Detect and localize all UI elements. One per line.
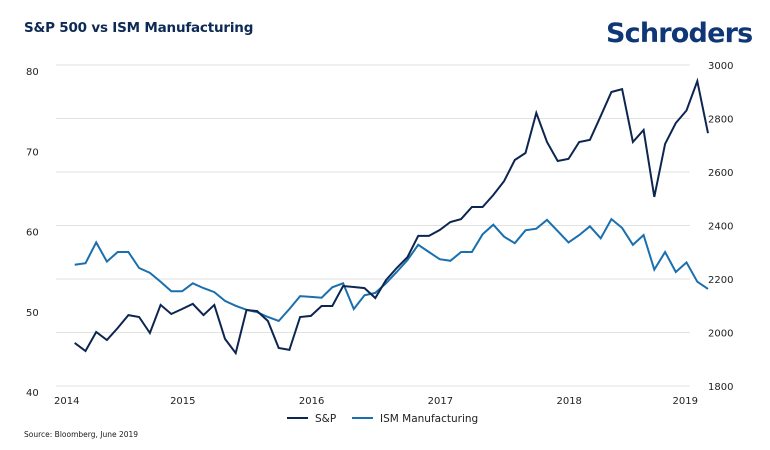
- x-axis-tick-label: 2014: [54, 396, 79, 407]
- left-axis: 80 70 60 50 40: [26, 67, 39, 399]
- x-axis-tick-label: 2016: [299, 396, 324, 407]
- left-axis-tick-label: 60: [26, 228, 39, 239]
- x-axis-tick-label: 2018: [556, 396, 581, 407]
- x-axis-tick-label: 2015: [170, 396, 195, 407]
- sp-series-line: [74, 77, 709, 356]
- right-axis-tick-label: 1800: [708, 382, 733, 393]
- legend-label-sp: S&P: [315, 413, 336, 425]
- x-axis: 2014 2015 2016 2017 2018 2019: [54, 396, 698, 407]
- schroders-logo: Schroders: [606, 18, 753, 49]
- legend-label-ism: ISM Manufacturing: [380, 413, 478, 425]
- right-axis-tick-label: 2400: [708, 222, 733, 233]
- left-axis-tick-label: 50: [26, 308, 39, 319]
- right-axis-tick-label: 2000: [708, 329, 733, 340]
- source-note: Source: Bloomberg, June 2019: [24, 430, 139, 439]
- left-axis-tick-label: 80: [26, 67, 39, 78]
- right-axis-tick-label: 2800: [708, 115, 733, 126]
- series-lines: [74, 77, 709, 356]
- right-axis-tick-label: 2200: [708, 275, 733, 286]
- left-axis-tick-label: 70: [26, 147, 39, 158]
- right-axis-tick-label: 2600: [708, 168, 733, 179]
- gridlines: [56, 64, 690, 387]
- legend: S&P ISM Manufacturing: [287, 413, 478, 425]
- x-axis-tick-label: 2019: [673, 396, 698, 407]
- right-axis: 3000 2800 2600 2400 2200 2000 1800: [708, 61, 733, 393]
- left-axis-tick-label: 40: [26, 388, 39, 399]
- x-axis-tick-label: 2017: [428, 396, 453, 407]
- chart-title: S&P 500 vs ISM Manufacturing: [24, 20, 254, 36]
- ism-series-line: [74, 217, 709, 323]
- right-axis-tick-label: 3000: [708, 61, 733, 72]
